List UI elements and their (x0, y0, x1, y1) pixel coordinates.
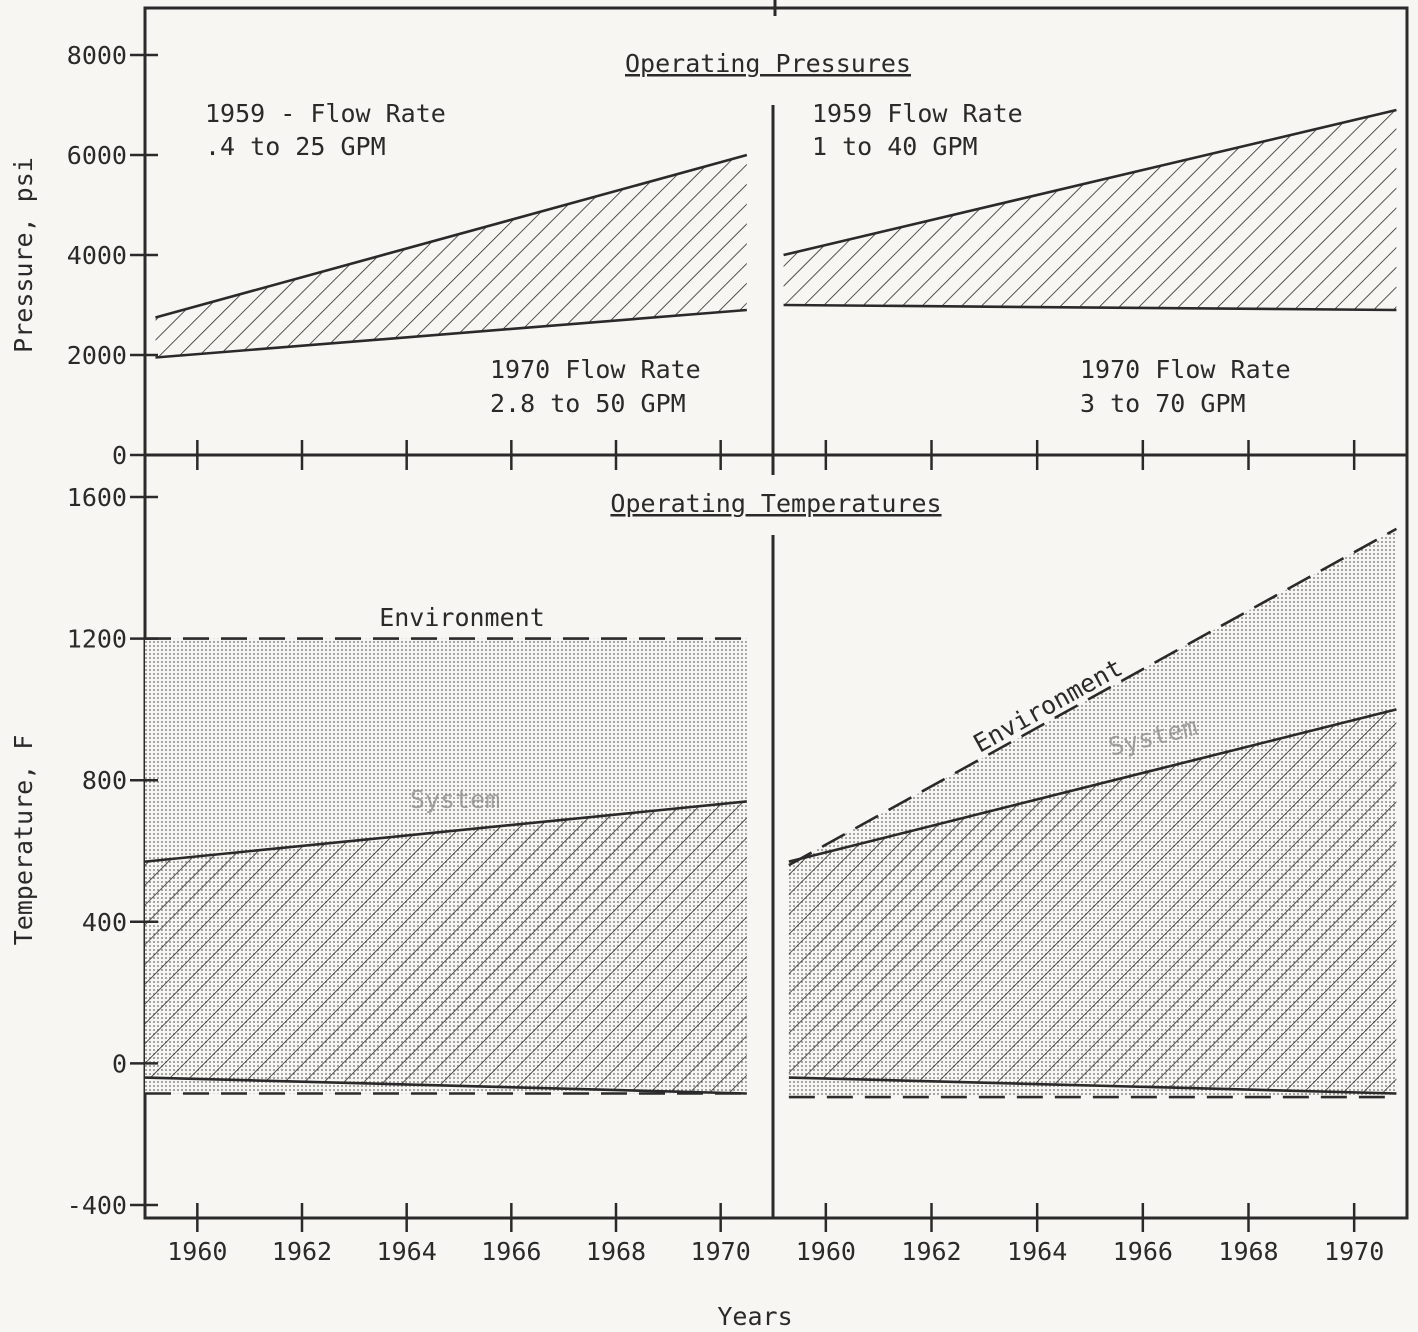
left-pressure-1959-label: 1959 - Flow Rate (205, 99, 446, 128)
left-pressure-1970-label: 1970 Flow Rate (490, 355, 701, 384)
pressure-axis-title: Pressure, psi (9, 157, 38, 353)
environment-upper-line-1 (788, 527, 1398, 867)
pressure-y-tick-label-4: 8000 (67, 41, 127, 70)
left-environment-label: Environment (379, 603, 545, 632)
right-pressure-1970-range: 3 to 70 GPM (1080, 389, 1246, 418)
x-tick-label-0-2: 1964 (377, 1237, 437, 1266)
temperature-y-tick-label-3: 800 (82, 766, 127, 795)
right-pressure-1970-label: 1970 Flow Rate (1080, 355, 1291, 384)
pressure-upper-line-1 (783, 108, 1397, 257)
x-tick-label-1-5: 1970 (1324, 1237, 1384, 1266)
pressure-band-1 (783, 110, 1397, 310)
temperature-y-tick-label-2: 400 (82, 908, 127, 937)
system-upper-line-1 (788, 708, 1397, 863)
right-pressure-1959-range: 1 to 40 GPM (812, 132, 978, 161)
x-tick-label-0-0: 1960 (167, 1237, 227, 1266)
temperature-y-tick-label-4: 1200 (67, 625, 127, 654)
temperature-y-tick-label-0: -400 (67, 1191, 127, 1220)
pressure-lower-line-0 (155, 308, 747, 359)
x-tick-label-0-3: 1966 (481, 1237, 541, 1266)
x-tick-label-0-1: 1962 (272, 1237, 332, 1266)
system-lower-line-1 (788, 1076, 1397, 1095)
x-tick-label-1-2: 1964 (1007, 1237, 1067, 1266)
pressure-y-tick-label-3: 6000 (67, 141, 127, 170)
pressure-y-tick-label-2: 4000 (67, 241, 127, 270)
pressure-y-tick-label-0: 0 (112, 441, 127, 470)
x-tick-label-1-1: 1962 (901, 1237, 961, 1266)
left-pressure-1970-range: 2.8 to 50 GPM (490, 389, 686, 418)
x-tick-label-1-3: 1966 (1113, 1237, 1173, 1266)
left-system-label: System (410, 785, 500, 814)
x-tick-label-1-0: 1960 (796, 1237, 856, 1266)
system-upper-line-0 (144, 800, 747, 863)
pressure-band-0 (155, 155, 747, 358)
pressure-upper-line-0 (155, 153, 748, 319)
x-tick-label-0-5: 1970 (691, 1237, 751, 1266)
x-tick-label-0-4: 1968 (586, 1237, 646, 1266)
pressure-y-tick-label-1: 2000 (67, 341, 127, 370)
temperature-axis-title: Temperature, F (9, 735, 38, 946)
pressure-chart-title: Operating Pressures (625, 49, 911, 78)
x-tick-label-1-4: 1968 (1218, 1237, 1278, 1266)
left-pressure-1959-range: .4 to 25 GPM (205, 132, 386, 161)
temperature-y-tick-label-1: 0 (112, 1049, 127, 1078)
temperature-y-tick-label-5: 1600 (67, 483, 127, 512)
temperature-chart-title: Operating Temperatures (610, 489, 941, 518)
system-band-1 (788, 709, 1397, 1094)
pressure-lower-line-1 (783, 303, 1397, 312)
x-axis-title: Years (717, 1302, 792, 1331)
system-band-0 (145, 801, 747, 1094)
system-lower-line-0 (144, 1076, 747, 1095)
right-pressure-1959-label: 1959 Flow Rate (812, 99, 1023, 128)
